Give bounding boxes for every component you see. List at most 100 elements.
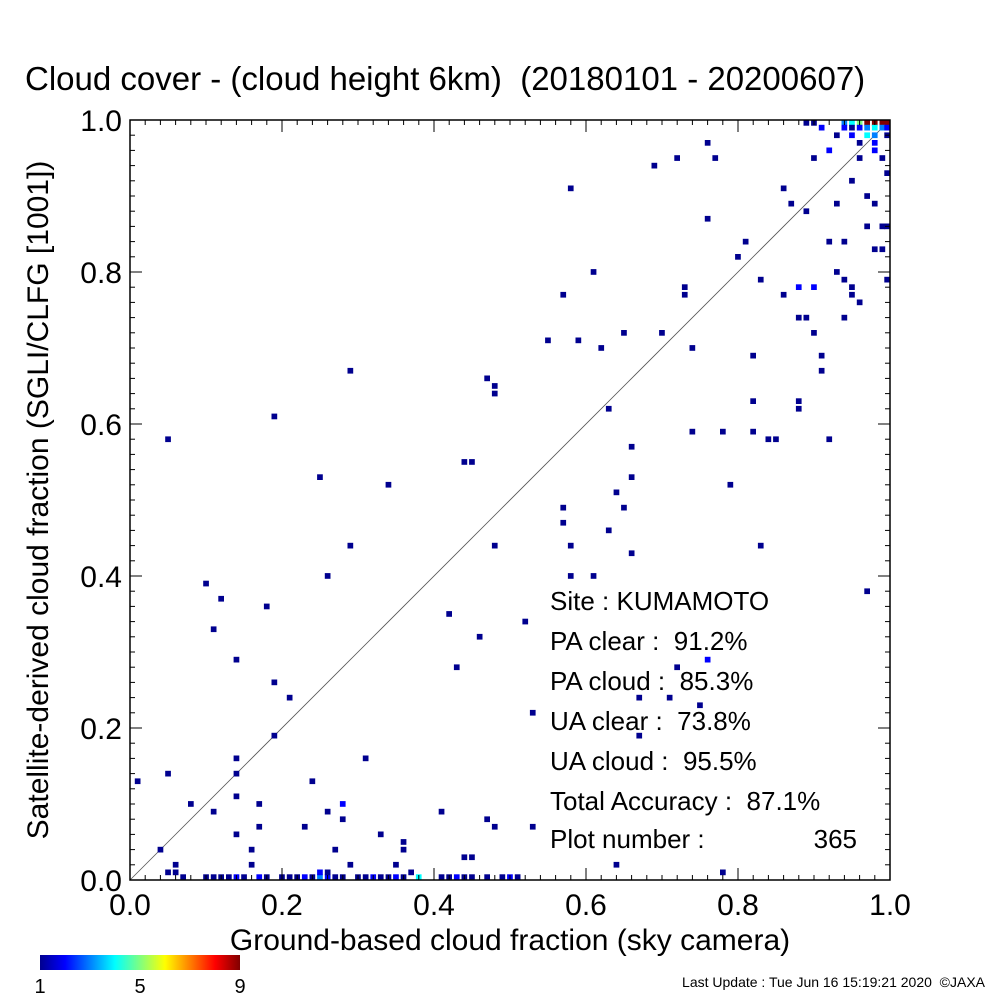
data-bin [681, 284, 688, 290]
data-bin [849, 120, 855, 126]
data-bin [347, 861, 354, 868]
data-bin [400, 839, 407, 845]
data-bin [826, 436, 833, 443]
data-bin [469, 459, 475, 465]
data-bin [849, 132, 855, 139]
data-bin [628, 443, 635, 450]
last-update-footer: Last Update : Tue Jun 16 15:19:21 2020 ©… [682, 974, 986, 990]
data-bin [286, 874, 293, 880]
x-tick-label: 1.0 [869, 889, 911, 922]
data-bin [598, 345, 605, 351]
stat-site: Site : KUMAMOTO [550, 586, 769, 616]
stat-plot-number-label: Plot number : [550, 824, 705, 854]
data-bin [233, 656, 240, 663]
data-bin [864, 588, 870, 595]
data-bin [856, 155, 863, 161]
data-bin [849, 177, 855, 184]
data-bin [750, 352, 756, 359]
data-bin [884, 276, 890, 283]
data-bin [879, 155, 886, 161]
data-bin [720, 428, 726, 435]
data-bin [567, 542, 574, 549]
data-bin [226, 874, 232, 880]
data-bin [339, 801, 346, 807]
data-points [134, 120, 890, 880]
data-bin [879, 246, 886, 253]
data-bin [841, 124, 848, 131]
diagonal-reference-line [129, 119, 891, 881]
data-bin [864, 193, 870, 199]
data-bin [461, 854, 468, 861]
data-bin [484, 816, 490, 823]
data-bin [469, 854, 475, 861]
y-tick-label: 0.2 [80, 713, 122, 746]
data-bin [210, 808, 217, 815]
data-bin [871, 246, 878, 253]
data-bin [233, 793, 240, 800]
data-bin [879, 223, 886, 230]
data-bin [248, 846, 255, 853]
data-bin [324, 808, 331, 815]
data-bin [377, 874, 384, 880]
x-tick-label: 0.2 [261, 889, 303, 922]
x-axis-tick-labels: 0.0 0.2 0.4 0.6 0.8 1.0 [109, 889, 911, 922]
data-bin [689, 428, 696, 435]
data-bin [165, 770, 171, 777]
data-bin [636, 732, 643, 739]
y-tick-label: 1.0 [80, 105, 122, 138]
data-bin [491, 390, 498, 397]
data-bin [362, 755, 369, 762]
data-bin [750, 398, 756, 404]
data-bin [461, 459, 468, 465]
x-tick-label: 0.8 [717, 889, 759, 922]
data-bin [871, 200, 878, 207]
data-bin [884, 120, 890, 126]
data-bin [560, 519, 567, 526]
data-bin [339, 816, 346, 823]
data-bin [157, 846, 164, 853]
data-bin [332, 846, 339, 853]
data-bin [628, 474, 635, 480]
data-bin [180, 874, 186, 880]
data-bin [317, 474, 323, 480]
data-bin [628, 550, 635, 557]
y-axis-label: Satellite-derived cloud fraction (SGLI/C… [22, 161, 55, 840]
data-bin [803, 208, 810, 215]
data-bin [256, 874, 263, 880]
data-bin [681, 291, 688, 298]
data-bin [484, 375, 490, 382]
data-bin [818, 352, 825, 359]
data-bin [233, 831, 240, 838]
data-bin [856, 124, 863, 131]
data-bin [864, 120, 870, 126]
colorbar-label-max: 9 [234, 976, 245, 998]
data-bin [864, 132, 870, 139]
data-bin [659, 330, 665, 336]
data-bin [545, 337, 551, 344]
data-bin [605, 405, 612, 412]
data-bin [841, 314, 848, 321]
data-bin [188, 801, 194, 807]
data-bin [704, 140, 711, 146]
data-bin [309, 778, 316, 785]
data-bin [453, 664, 460, 671]
data-bin [324, 573, 331, 579]
data-bin [385, 481, 392, 488]
data-bin [818, 367, 825, 374]
data-bin [491, 383, 498, 389]
data-bin [393, 861, 399, 868]
data-bin [172, 861, 179, 868]
data-bin [438, 808, 445, 815]
y-axis-tick-labels: 0.0 0.2 0.4 0.6 0.8 1.0 [80, 105, 122, 898]
colorbar-gradient [40, 955, 240, 970]
data-bin [834, 200, 840, 207]
stat-ua-cloud: UA cloud : 95.5% [550, 746, 757, 776]
data-bin [233, 770, 240, 777]
y-tick-label: 0.8 [80, 257, 122, 290]
data-bin [803, 314, 810, 321]
data-bin [811, 284, 817, 290]
data-bin [879, 120, 886, 126]
data-bin [811, 330, 817, 336]
data-bin [727, 481, 734, 488]
